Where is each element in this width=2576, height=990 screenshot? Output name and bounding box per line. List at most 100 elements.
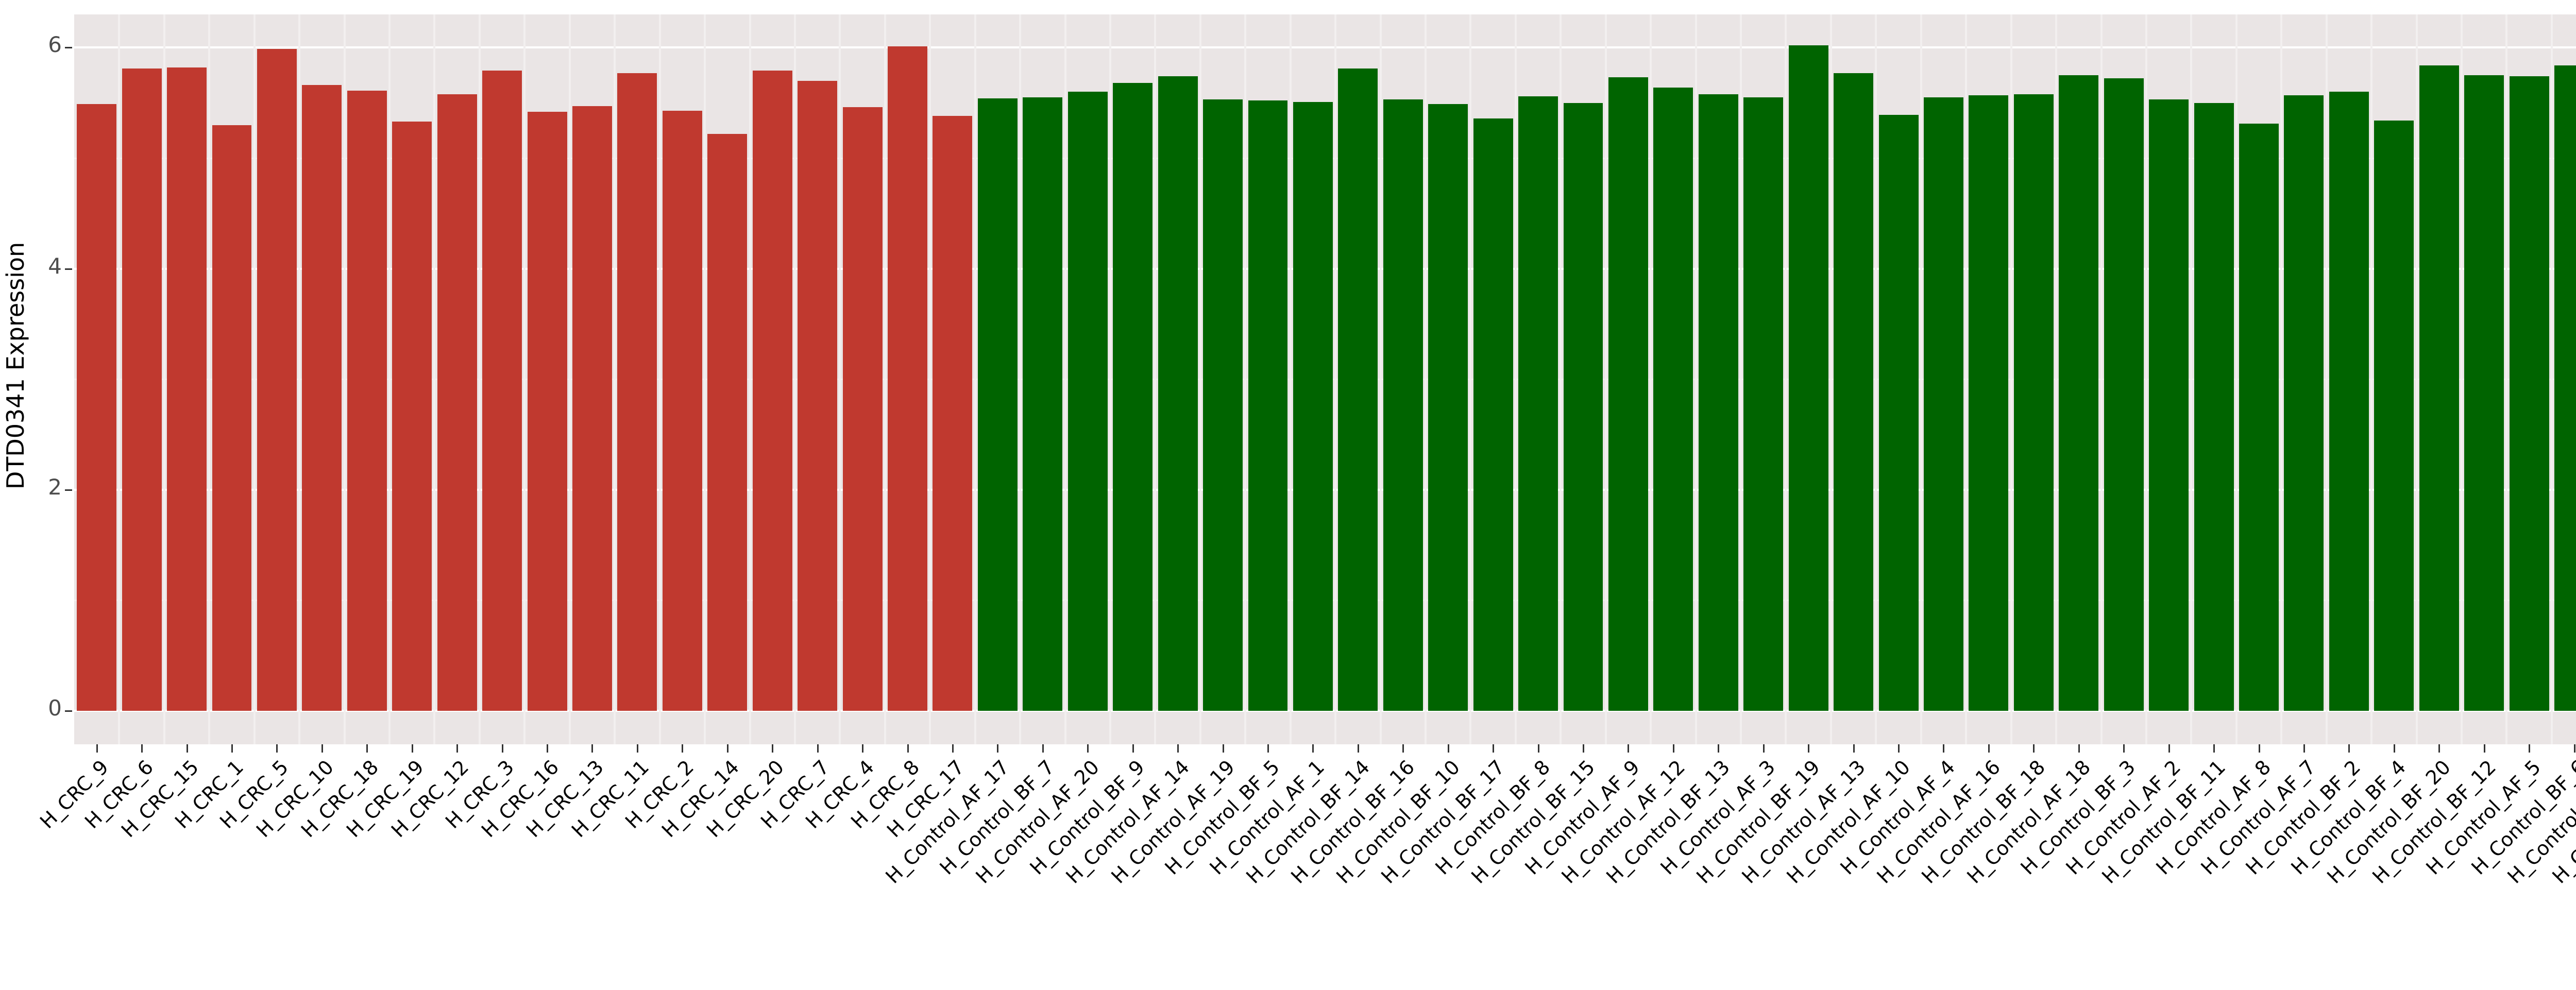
x-axis-tick-mark — [817, 744, 819, 753]
bar[interactable] — [1653, 87, 1693, 711]
bar[interactable] — [257, 48, 297, 711]
x-axis-tick-mark — [1718, 744, 1720, 753]
bar[interactable] — [2374, 121, 2414, 711]
bar[interactable] — [1924, 97, 1963, 711]
x-axis-tick-mark — [141, 744, 143, 753]
bar[interactable] — [1788, 45, 1828, 711]
bar[interactable] — [2104, 78, 2144, 711]
bar[interactable] — [1834, 73, 1874, 711]
x-axis-tick-mark — [1808, 744, 1810, 753]
gridline-vertical — [1514, 14, 1517, 744]
gridline-vertical — [208, 14, 211, 744]
bar[interactable] — [122, 69, 162, 711]
bar[interactable] — [798, 80, 838, 711]
bar[interactable] — [1878, 115, 1919, 711]
gridline-vertical — [1560, 14, 1562, 744]
gridline-vertical — [2370, 14, 2373, 744]
gridline-vertical — [1829, 14, 1832, 744]
gridline-vertical — [1740, 14, 1742, 744]
bar[interactable] — [2464, 75, 2504, 711]
x-axis-tick-mark — [1177, 744, 1179, 753]
bar[interactable] — [2554, 65, 2576, 711]
gridline-vertical — [839, 14, 841, 744]
bar[interactable] — [212, 125, 252, 711]
bar[interactable] — [1518, 96, 1558, 711]
bar[interactable] — [842, 107, 883, 711]
x-axis-tick-mark — [276, 744, 278, 753]
bar[interactable] — [662, 110, 702, 711]
bar[interactable] — [1969, 95, 2009, 711]
gridline-vertical — [1604, 14, 1607, 744]
gridline-vertical — [793, 14, 796, 744]
bar[interactable] — [617, 73, 657, 711]
gridline-vertical — [929, 14, 931, 744]
bar[interactable] — [1023, 97, 1063, 711]
bar[interactable] — [527, 111, 567, 711]
bar[interactable] — [2194, 103, 2234, 711]
gridline-vertical — [704, 14, 706, 744]
bar[interactable] — [572, 106, 612, 711]
bar[interactable] — [1473, 118, 1513, 711]
gridline-vertical — [433, 14, 436, 744]
bar[interactable] — [1743, 97, 1784, 711]
bar[interactable] — [888, 46, 927, 711]
gridline-vertical — [343, 14, 346, 744]
x-axis-tick-mark — [1898, 744, 1900, 753]
y-axis-tick-mark — [65, 489, 72, 491]
x-axis-tick-mark — [591, 744, 594, 753]
bar[interactable] — [2419, 65, 2459, 711]
bar[interactable] — [1338, 69, 1378, 711]
bar[interactable] — [2509, 76, 2549, 711]
bar[interactable] — [482, 71, 522, 711]
bar[interactable] — [707, 133, 748, 711]
bar[interactable] — [1608, 77, 1648, 711]
bar[interactable] — [1698, 94, 1738, 711]
gridline-vertical — [118, 14, 121, 744]
x-axis-tick-mark — [682, 744, 684, 753]
gridline-vertical — [2190, 14, 2193, 744]
bar[interactable] — [2013, 94, 2054, 711]
x-axis-tick-mark — [231, 744, 233, 753]
y-axis-tick-label: 6 — [48, 32, 62, 58]
x-axis-tick-mark — [772, 744, 774, 753]
bar[interactable] — [2329, 92, 2369, 711]
x-axis-tick-mark — [2483, 744, 2485, 753]
bar[interactable] — [1203, 99, 1243, 711]
bar[interactable] — [302, 85, 342, 711]
bar[interactable] — [347, 91, 387, 711]
bar[interactable] — [1248, 100, 1288, 711]
gridline-vertical — [884, 14, 886, 744]
bar[interactable] — [392, 122, 432, 711]
bar[interactable] — [1067, 92, 1108, 711]
x-axis-tick-mark — [2078, 744, 2080, 753]
bar[interactable] — [1563, 103, 1603, 711]
bar[interactable] — [2059, 75, 2099, 711]
gridline-vertical — [1965, 14, 1968, 744]
bar[interactable] — [2239, 124, 2279, 711]
bar[interactable] — [167, 67, 207, 711]
bar[interactable] — [1113, 83, 1153, 711]
bar[interactable] — [2284, 95, 2324, 711]
gridline-vertical — [1154, 14, 1157, 744]
bar[interactable] — [1293, 101, 1333, 711]
y-axis-tick-label: 2 — [48, 474, 62, 500]
x-axis-tick-mark — [862, 744, 864, 753]
x-axis-tick-mark — [366, 744, 368, 753]
bar[interactable] — [1158, 76, 1198, 711]
x-axis-tick-mark — [2529, 744, 2531, 753]
x-axis-tick-mark — [2348, 744, 2350, 753]
bar[interactable] — [437, 94, 477, 711]
bar[interactable] — [1383, 99, 1423, 711]
bar[interactable] — [1428, 104, 1468, 711]
bar[interactable] — [933, 116, 973, 711]
bar[interactable] — [2149, 99, 2189, 711]
bar[interactable] — [752, 71, 792, 711]
gridline-vertical — [478, 14, 481, 744]
bar[interactable] — [977, 98, 1018, 711]
bar[interactable] — [77, 104, 117, 711]
gridline-vertical — [614, 14, 616, 744]
x-axis-tick-mark — [2258, 744, 2260, 753]
x-axis-tick-mark — [1402, 744, 1404, 753]
x-axis-tick-mark — [1357, 744, 1359, 753]
